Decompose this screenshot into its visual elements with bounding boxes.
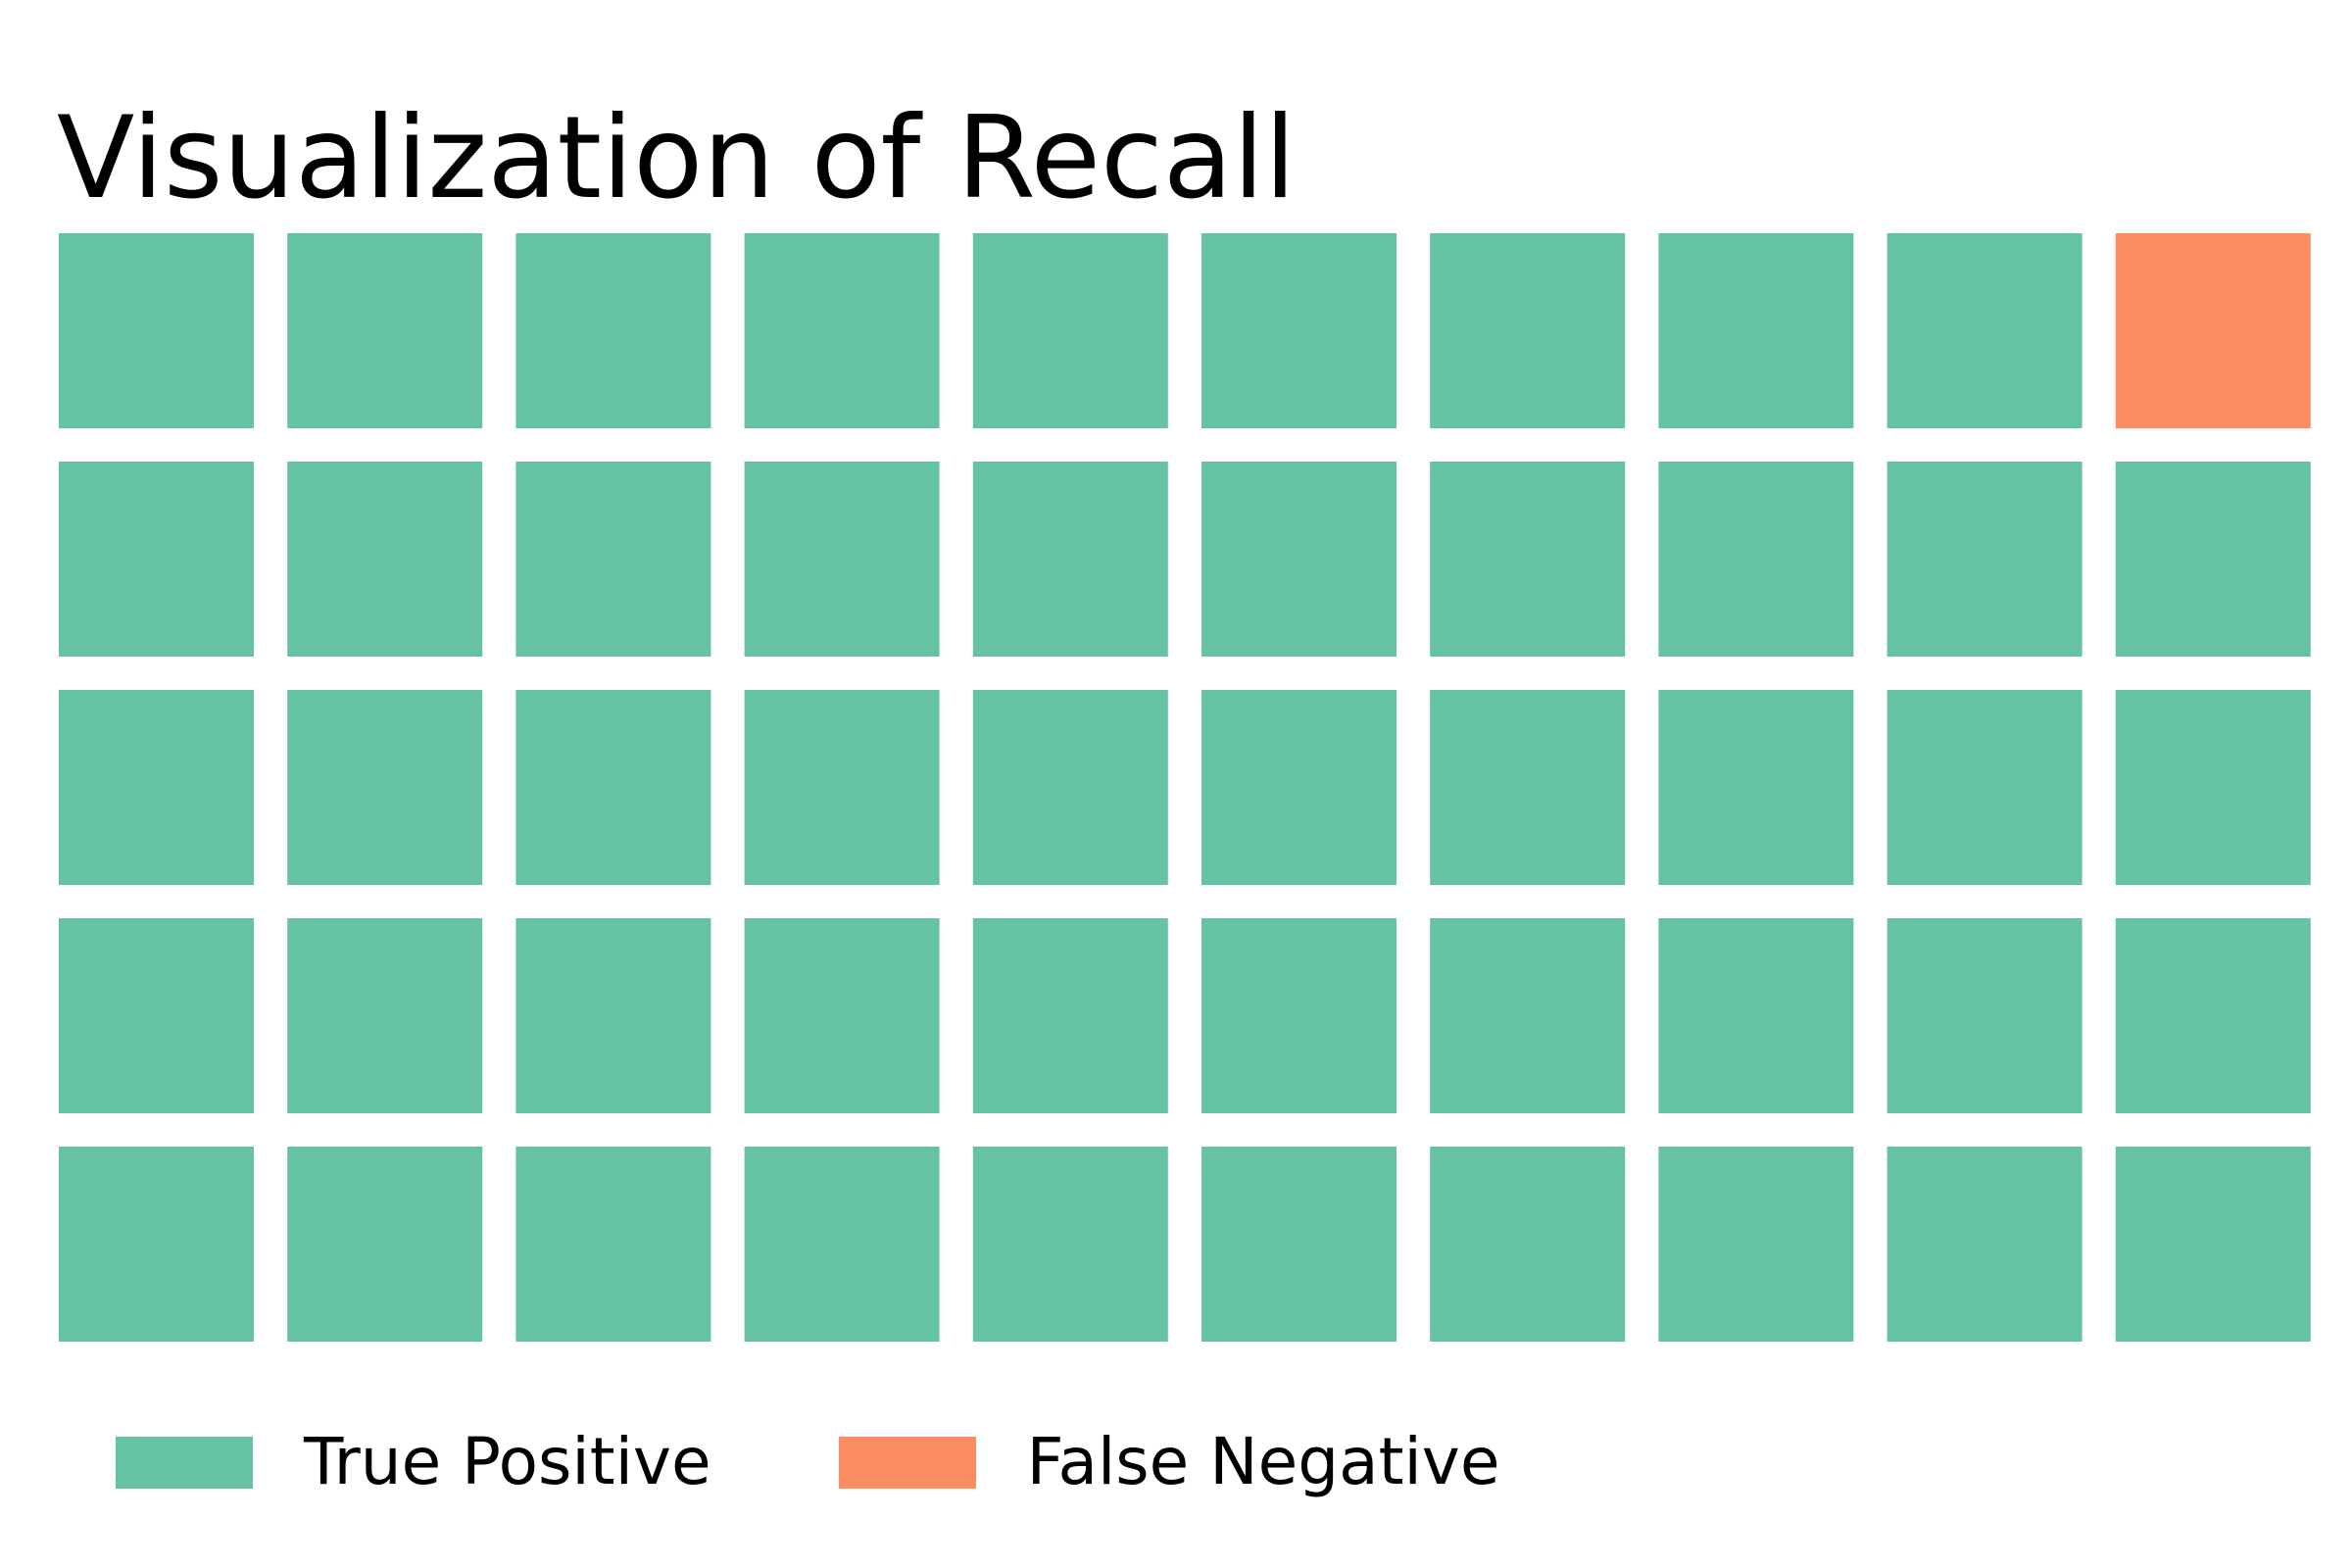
- waffle-cell-true-positive: [1201, 1147, 1396, 1342]
- legend-item-true-positive: True Positive: [116, 1430, 711, 1494]
- waffle-cell-true-positive: [1430, 918, 1626, 1113]
- waffle-cell-true-positive: [1658, 690, 1854, 885]
- waffle-cell-true-positive: [2115, 1147, 2311, 1342]
- waffle-cell-true-positive: [744, 233, 940, 428]
- waffle-cell-true-positive: [2115, 462, 2311, 657]
- waffle-cell-true-positive: [59, 1147, 254, 1342]
- waffle-cell-true-positive: [972, 233, 1168, 428]
- waffle-cell-true-positive: [1201, 690, 1396, 885]
- chart-title: Visualization of Recall: [57, 92, 1297, 224]
- legend-swatch-false-negative: [838, 1436, 976, 1489]
- waffle-cell-true-positive: [515, 690, 711, 885]
- waffle-cell-true-positive: [59, 918, 254, 1113]
- waffle-cell-true-positive: [1430, 1147, 1626, 1342]
- waffle-cell-false-negative: [2115, 233, 2311, 428]
- waffle-cell-true-positive: [1201, 918, 1396, 1113]
- waffle-cell-true-positive: [59, 462, 254, 657]
- waffle-cell-true-positive: [59, 690, 254, 885]
- waffle-cell-true-positive: [972, 690, 1168, 885]
- waffle-cell-true-positive: [515, 233, 711, 428]
- waffle-cell-true-positive: [1658, 233, 1854, 428]
- waffle-cell-true-positive: [287, 918, 483, 1113]
- waffle-cell-true-positive: [972, 918, 1168, 1113]
- waffle-cell-true-positive: [744, 1147, 940, 1342]
- waffle-cell-true-positive: [1658, 1147, 1854, 1342]
- waffle-cell-true-positive: [1886, 1147, 2082, 1342]
- waffle-cell-true-positive: [1658, 462, 1854, 657]
- waffle-cell-true-positive: [1430, 690, 1626, 885]
- legend: True Positive False Negative: [116, 1424, 1627, 1499]
- waffle-cell-true-positive: [287, 233, 483, 428]
- waffle-cell-true-positive: [2115, 918, 2311, 1113]
- waffle-cell-true-positive: [1201, 462, 1396, 657]
- waffle-cell-true-positive: [515, 918, 711, 1113]
- waffle-cell-true-positive: [744, 690, 940, 885]
- legend-label-true-positive: True Positive: [304, 1424, 711, 1499]
- waffle-cell-true-positive: [515, 462, 711, 657]
- waffle-cell-true-positive: [972, 462, 1168, 657]
- waffle-cell-true-positive: [287, 690, 483, 885]
- legend-swatch-true-positive: [116, 1436, 253, 1489]
- waffle-cell-true-positive: [744, 918, 940, 1113]
- waffle-cell-true-positive: [1658, 918, 1854, 1113]
- waffle-cell-true-positive: [287, 462, 483, 657]
- waffle-cell-true-positive: [1201, 233, 1396, 428]
- waffle-cell-true-positive: [1430, 233, 1626, 428]
- waffle-cell-true-positive: [1430, 462, 1626, 657]
- waffle-cell-true-positive: [2115, 690, 2311, 885]
- waffle-cell-true-positive: [1886, 233, 2082, 428]
- waffle-cell-true-positive: [972, 1147, 1168, 1342]
- waffle-cell-true-positive: [1886, 690, 2082, 885]
- waffle-cell-true-positive: [287, 1147, 483, 1342]
- waffle-cell-true-positive: [515, 1147, 711, 1342]
- legend-item-false-negative: False Negative: [838, 1424, 1500, 1499]
- legend-label-false-negative: False Negative: [1026, 1424, 1500, 1499]
- waffle-cell-true-positive: [1886, 918, 2082, 1113]
- waffle-cell-true-positive: [1886, 462, 2082, 657]
- waffle-cell-true-positive: [744, 462, 940, 657]
- waffle-cell-true-positive: [59, 233, 254, 428]
